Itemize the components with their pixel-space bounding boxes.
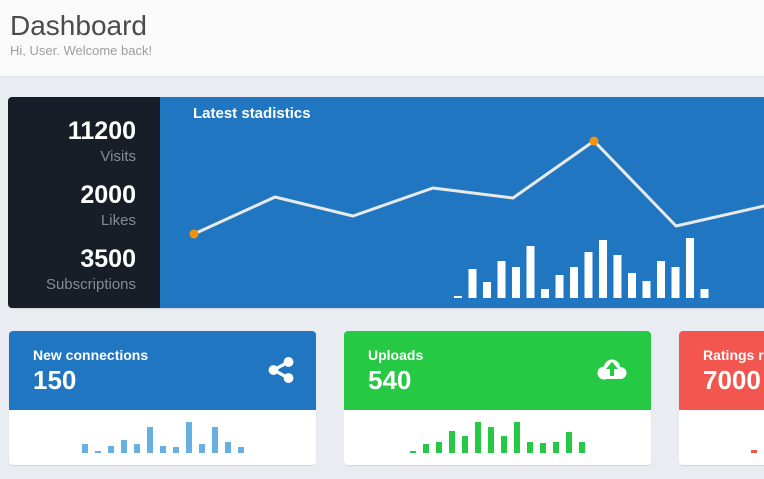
card-new-connections: New connections 150 [9,331,316,465]
mini-bar [751,450,757,453]
stat-likes-label: Likes [100,212,136,229]
line-series [192,139,764,236]
upload-arrow [606,361,618,376]
mini-bar [527,442,533,453]
stat-visits-value: 11200 [67,117,136,145]
mini-bar [107,446,114,453]
card-ratings-received: Ratings received 7000 [679,331,764,465]
card-uploads: Uploads 540 [344,331,651,465]
card-new-connections-value: 150 [33,365,77,395]
card-ratings-received-body [679,410,764,465]
mini-bar [501,436,507,453]
mini-bar [488,427,494,453]
main-chart-svg [189,136,764,298]
mini-bar [94,451,101,453]
mini-bar [198,444,205,453]
mini-bar [449,431,455,453]
uploads-mini-chart [344,419,651,453]
mini-bar [579,442,585,453]
card-new-connections-body [9,410,316,465]
stat-visits: 11200 Visits [8,115,136,167]
mini-bar [159,446,166,453]
mini-bar [120,440,127,453]
statistics-panel: 11200 Visits 2000 Likes 3500 Subscriptio… [8,97,764,308]
card-uploads-body [344,410,651,465]
card-new-connections-header: New connections 150 [9,331,316,410]
card-ratings-received-header: Ratings received 7000 [679,331,764,410]
mini-bar [514,422,520,453]
mini-bar [211,427,218,453]
stat-likes-value: 2000 [80,181,136,209]
mini-bar [540,443,546,453]
stat-likes: 2000 Likes [8,179,136,231]
stat-subscriptions-value: 3500 [80,245,136,273]
line-dots [189,136,599,239]
mini-bar [462,436,468,453]
mini-bar [237,447,244,453]
stat-visits-label: Visits [100,148,136,165]
chart-title: Latest stadistics [193,105,311,122]
card-ratings-received-title: Ratings received [703,347,764,363]
mini-bar [185,422,192,453]
mini-bar [553,442,559,453]
card-uploads-header: Uploads 540 [344,331,651,410]
mini-bar [475,422,481,453]
card-uploads-value: 540 [368,365,412,395]
stat-subscriptions-label: Subscriptions [45,276,136,293]
mini-bar [81,444,88,453]
page-title: Dashboard [10,10,147,41]
mini-bar [146,427,153,453]
cards-row: New connections 150 [9,331,764,465]
share-icon [266,355,296,390]
card-uploads-title: Uploads [368,347,424,363]
page-subtitle: Hi, User. Welcome back! [10,43,153,58]
page-header: Dashboard Hi, User. Welcome back! [0,0,764,77]
mini-bar [410,451,416,453]
stats-sidebar: 11200 Visits 2000 Likes 3500 Subscriptio… [8,97,160,308]
mini-bar [566,432,572,453]
ratings-received-mini-chart [679,419,764,453]
mini-bar [224,442,231,453]
mini-bar [423,444,429,453]
volume-bars [454,238,709,298]
mini-bar [436,442,442,453]
stat-subscriptions: 3500 Subscriptions [8,243,136,295]
mini-bar [172,447,179,453]
new-connections-mini-chart [9,419,316,453]
mini-bar [133,444,140,453]
card-ratings-received-value: 7000 [703,365,761,395]
card-new-connections-title: New connections [33,347,149,363]
cloud-upload-icon [593,355,631,390]
latest-statistics-chart: Latest stadistics [160,97,764,308]
